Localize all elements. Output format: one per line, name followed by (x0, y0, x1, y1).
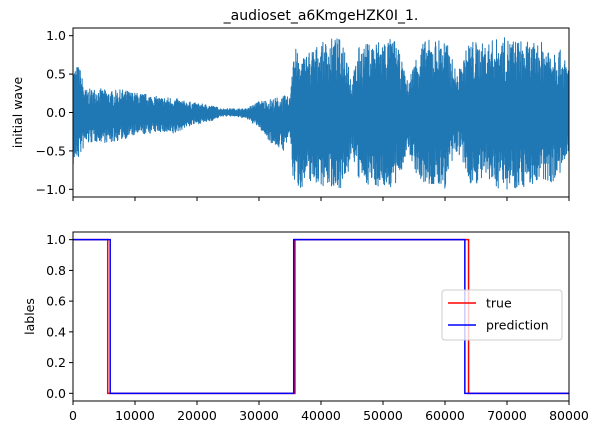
bottom-y-axis: 0.0 0.2 0.4 0.6 0.8 1.0 (46, 232, 73, 401)
top-y-tick-label: 0.0 (46, 105, 66, 120)
bottom-x-tick-label: 10000 (115, 408, 155, 423)
top-y-tick-label: 1.0 (46, 28, 66, 43)
bottom-x-tick-label: 80000 (549, 408, 589, 423)
bottom-y-tick-label: 1.0 (46, 232, 66, 247)
bottom-x-tick-label: 30000 (239, 408, 279, 423)
top-y-tick-label: −1.0 (36, 182, 66, 197)
bottom-y-tick-label: 0.0 (46, 386, 66, 401)
top-x-axis (72, 197, 570, 201)
series-line-prediction (73, 238, 569, 395)
series-line-true (73, 238, 569, 395)
top-y-axis: −1.0 −0.5 0.0 0.5 1.0 (36, 28, 73, 197)
bottom-x-axis: 0 10000 20000 30000 40000 50000 60000 70000 8000… (69, 401, 589, 423)
bottom-x-tick-label: 0 (69, 408, 77, 423)
bottom-x-tick-label: 50000 (363, 408, 403, 423)
legend-label-prediction: prediction (486, 318, 549, 333)
wave-series (72, 37, 570, 190)
bottom-x-tick-label: 60000 (425, 408, 465, 423)
legend-label-true: true (486, 296, 512, 311)
bottom-y-tick-label: 0.6 (46, 294, 66, 309)
bottom-y-tick-label: 0.2 (46, 355, 66, 370)
label-series (73, 238, 569, 395)
top-panel: _audioset_a6KmgeHZK0I_1. −1.0 −0.5 0.0 0.5 1… (10, 8, 570, 201)
bottom-x-tick-label: 20000 (177, 408, 217, 423)
top-y-tick-label: −0.5 (36, 143, 66, 158)
bottom-y-tick-label: 0.8 (46, 263, 66, 278)
legend: true prediction (441, 289, 563, 341)
bottom-panel: 0.0 0.2 0.4 0.6 0.8 1.0 0 10000 20000 30000 40000… (22, 231, 589, 423)
bottom-y-tick-label: 0.4 (46, 324, 66, 339)
top-y-tick-label: 0.5 (46, 67, 66, 82)
top-chart-title: _audioset_a6KmgeHZK0I_1. (223, 8, 419, 24)
top-y-axis-label: initial wave (10, 77, 25, 149)
bottom-x-tick-label: 70000 (487, 408, 527, 423)
bottom-y-axis-label: lables (22, 298, 37, 335)
wave-line (72, 37, 570, 190)
bottom-x-tick-label: 40000 (301, 408, 341, 423)
